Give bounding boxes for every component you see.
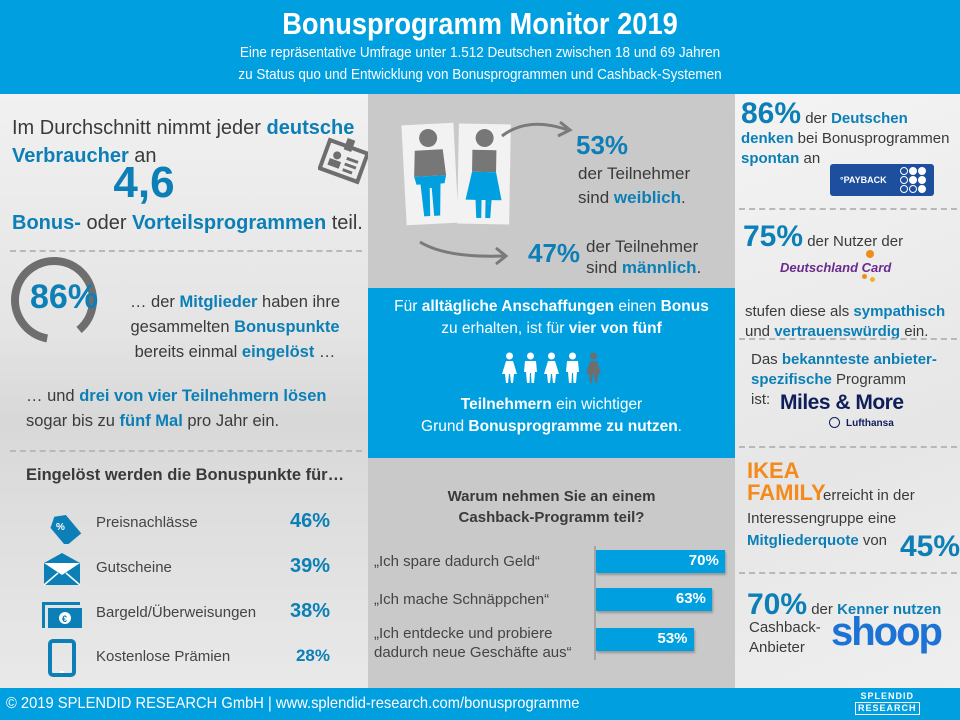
divider <box>739 572 957 574</box>
footer: © 2019 SPLENDID RESEARCH GmbH | www.sple… <box>0 688 960 720</box>
chart-category-label: „Ich entdecke und probiere dadurch neue G… <box>374 625 572 661</box>
footer-url[interactable]: www.splendid-research.com/bonusprogramme <box>275 695 580 712</box>
avg-programs-text: Im Durchschnitt nimmt jeder deutsche Ver… <box>12 117 355 167</box>
divider <box>739 338 957 340</box>
people-icons <box>368 352 735 384</box>
right-column: 86% der Deutschen denken bei Bonusprogra… <box>735 94 960 688</box>
crane-icon <box>829 417 840 428</box>
page-title: Bonusprogramm Monitor 2019 <box>282 6 678 41</box>
cashback-chart-title: Warum nehmen Sie an einem Cashback-Progr… <box>447 488 656 526</box>
dcard-text: 75% der Nutzer der <box>743 220 904 253</box>
chart-data-label: 53% <box>657 630 688 647</box>
divider <box>10 250 362 252</box>
divider <box>739 208 957 210</box>
ikea-percent: 45% <box>900 530 960 563</box>
redeem-item: € Bargeld/Überweisungen 38% <box>40 594 330 634</box>
envelope-icon <box>43 553 81 586</box>
splendid-research-logo: SPLENDID RESEARCH <box>855 691 920 715</box>
redeem-label: Preisnachlässe <box>96 514 198 531</box>
redeem-title: Eingelöst werden die Bonuspunkte für… <box>26 466 345 484</box>
shoop-logo: shoop <box>831 610 943 654</box>
payback-text: 86% der Deutschen denken bei Bonusprogra… <box>741 97 950 168</box>
person-female-icon <box>544 352 559 383</box>
ikea-text: erreicht in der <box>823 487 915 504</box>
chart-data-label: 70% <box>688 552 719 569</box>
avg-programs-text-2: Bonus- oder Vorteilsprogrammen teil. <box>12 212 363 234</box>
lufthansa-logo: Lufthansa <box>829 417 894 429</box>
id-card-icon <box>318 137 370 185</box>
chart-axis <box>594 546 596 660</box>
divider <box>10 450 362 452</box>
person-male-icon <box>566 352 579 383</box>
redeem-item: % Preisnachlässe 46% <box>40 504 330 544</box>
ikea-text-2: Interessengruppe eine Mitgliederquote vo… <box>747 510 897 549</box>
male-percent: 47% <box>528 238 581 268</box>
middle-column: 53% der Teilnehmer sind weiblich. 47% de… <box>368 94 735 688</box>
tablet-icon <box>48 639 76 677</box>
chart-bar: 70% <box>596 550 725 573</box>
person-female-icon <box>502 352 517 383</box>
arrow-icon <box>419 240 509 266</box>
chart-category-label: „Ich mache Schnäppchen“ <box>374 591 550 608</box>
chart-bar: 53% <box>596 628 694 651</box>
discount-tag-icon: % <box>50 514 82 544</box>
shoop-text-2: Cashback- Anbieter <box>749 619 821 656</box>
person-male-icon <box>524 352 537 383</box>
subtitle-line-1: Eine repräsentative Umfrage unter 1.512 … <box>239 44 721 61</box>
members-ring <box>11 257 97 343</box>
svg-text:%: % <box>56 522 65 533</box>
copyright: © 2019 SPLENDID RESEARCH GmbH <box>6 695 264 712</box>
male-card <box>401 122 459 226</box>
divider <box>739 446 957 448</box>
avg-programs-value: 4,6 <box>113 158 175 207</box>
chart-bar: 63% <box>596 588 712 611</box>
left-column: Im Durchschnitt nimmt jeder deutsche Ver… <box>0 94 370 688</box>
chart-category-label: „Ich spare dadurch Geld“ <box>374 553 540 570</box>
male-figure-icon <box>414 129 447 217</box>
redeem-frequency-text: … und drei von vier Teilnehmern lösen so… <box>26 387 327 430</box>
female-text: der Teilnehmer sind weiblich. <box>578 164 691 207</box>
female-percent: 53% <box>576 130 629 160</box>
redeem-value: 39% <box>289 555 330 577</box>
everyday-bonus-box: Für alltägliche Anschaffungen einen Bonu… <box>368 288 735 458</box>
members-redeemed-percent: 86% <box>30 278 99 316</box>
miles-and-more-logo: Miles & More <box>780 391 904 414</box>
deutschlandcard-logo: Deutschland Card <box>780 250 891 282</box>
male-text: der Teilnehmer sind männlich. <box>586 237 702 277</box>
female-card <box>457 123 511 225</box>
shoop-text: 70% der Kenner nutzen <box>747 588 942 621</box>
arrow-icon <box>501 120 573 138</box>
subtitle-line-2: zu Status quo und Entwicklung von Bonusp… <box>238 66 722 83</box>
payback-logo: °PAYBACK <box>830 164 934 196</box>
redeem-item: Kostenlose Prämien 28% <box>40 638 330 678</box>
redeem-label: Kostenlose Prämien <box>96 648 231 665</box>
svg-text:€: € <box>62 614 67 624</box>
miles-text: Das bekannteste anbieter- spezifische Pr… <box>751 351 937 408</box>
chart-data-label: 63% <box>675 590 706 607</box>
redeem-value: 38% <box>289 600 330 622</box>
redeem-label: Bargeld/Überweisungen <box>96 604 257 621</box>
person-female-icon <box>586 352 601 383</box>
members-redeemed-text: … der Mitglieder haben ihre gesammelten … <box>129 293 341 361</box>
redeem-value: 46% <box>289 510 330 532</box>
header: Bonusprogramm Monitor 2019 Eine repräsen… <box>0 0 960 94</box>
redeem-item: Gutscheine 39% <box>40 549 330 589</box>
cash-euro-icon: € <box>42 602 82 628</box>
ikea-family-logo: IKEA FAMILY <box>747 458 826 505</box>
redeem-value: 28% <box>295 646 330 665</box>
redeem-label: Gutscheine <box>96 559 172 576</box>
dcard-rating-text: stufen diese als sympathisch und vertrau… <box>745 303 946 340</box>
female-figure-icon <box>465 129 502 219</box>
